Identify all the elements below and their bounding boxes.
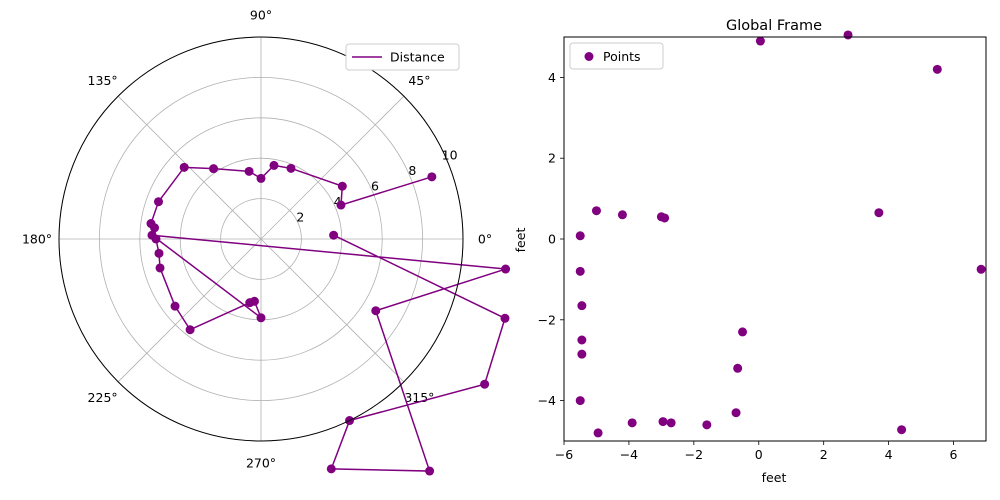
scatter-legend-label: Points <box>603 49 641 64</box>
polar-r-tick-label: 8 <box>408 163 416 178</box>
polar-data-point <box>501 264 511 274</box>
polar-data-point <box>209 164 219 174</box>
scatter-data-point <box>738 327 748 337</box>
polar-theta-tick-label: 135° <box>88 73 118 88</box>
scatter-y-tick-label: −2 <box>538 312 556 327</box>
scatter-legend-marker <box>584 52 594 61</box>
scatter-data-point <box>575 231 585 241</box>
polar-r-tick-label: 2 <box>296 210 304 225</box>
polar-data-point <box>427 172 437 182</box>
polar-data-point <box>153 197 163 207</box>
polar-grid-spoke <box>260 238 405 383</box>
scatter-x-tick-label: 4 <box>885 447 893 462</box>
scatter-x-tick-label: 2 <box>820 447 828 462</box>
scatter-data-point <box>658 417 668 427</box>
polar-data-point <box>480 379 490 389</box>
polar-r-tick-labels: 2 4 6 8 10 <box>296 148 457 225</box>
scatter-data-point <box>897 425 907 435</box>
scatter-x-tick-label: −6 <box>555 447 573 462</box>
scatter-data-point <box>702 420 712 430</box>
polar-data-point <box>151 234 161 244</box>
scatter-x-tick-label: 0 <box>755 447 763 462</box>
scatter-y-tick-label: 2 <box>548 151 556 166</box>
scatter-x-label: feet <box>762 470 787 485</box>
polar-data-point <box>269 160 279 170</box>
polar-data-point <box>244 166 254 176</box>
polar-data-point <box>337 181 347 191</box>
polar-data-point <box>146 219 156 229</box>
polar-legend-box <box>345 43 460 71</box>
polar-r-tick-label: 10 <box>442 148 458 163</box>
polar-theta-tick-label: 90° <box>250 8 272 23</box>
scatter-legend-box <box>569 42 664 70</box>
scatter-y-label: feet <box>513 228 528 253</box>
scatter-data-point <box>731 408 741 418</box>
polar-grid-spoke <box>117 238 262 383</box>
polar-chart: 2 4 6 8 10 0° 45° 90° 135° 180° 225° 270° 315° Dist… <box>22 8 511 476</box>
polar-frame <box>58 36 464 442</box>
polar-data-point <box>170 301 180 311</box>
polar-data-point <box>500 313 510 323</box>
scatter-data-point <box>976 264 986 274</box>
polar-r-tick-label: 6 <box>371 179 379 194</box>
scatter-y-tick-label: 0 <box>548 232 556 247</box>
scatter-y-tick-label: 4 <box>548 70 556 85</box>
scatter-x-ticks: −6 −4 −2 0 2 4 6 <box>555 441 958 462</box>
polar-data-point <box>154 248 164 258</box>
scatter-data-point <box>591 206 601 216</box>
polar-theta-tick-label: 180° <box>22 232 52 247</box>
polar-data-point <box>329 230 339 240</box>
polar-theta-tick-label: 315° <box>404 390 434 405</box>
scatter-data-point <box>577 301 587 311</box>
scatter-x-tick-label: −2 <box>685 447 703 462</box>
scatter-data-point <box>843 30 853 40</box>
scatter-x-tick-label: −4 <box>620 447 638 462</box>
polar-theta-tick-labels: 0° 45° 90° 135° 180° 225° 270° 315° <box>22 8 492 471</box>
scatter-data-point <box>575 266 585 276</box>
scatter-data-point <box>755 36 765 46</box>
polar-data-point <box>245 298 255 308</box>
scatter-chart: Global Frame −6 −4 −2 0 2 4 6 −4 −2 0 2 4 feet fee… <box>513 18 987 485</box>
polar-theta-tick-label: 0° <box>478 232 492 247</box>
polar-series-distance <box>146 160 511 476</box>
scatter-y-ticks: −4 −2 0 2 4 <box>538 70 564 408</box>
polar-data-point <box>155 263 165 273</box>
scatter-data-point <box>733 363 743 373</box>
scatter-legend: Points <box>569 42 664 70</box>
polar-data-point <box>286 163 296 173</box>
polar-grid-spoke <box>260 95 405 240</box>
scatter-x-tick-label: 6 <box>950 447 958 462</box>
scatter-data-point <box>617 210 627 220</box>
scatter-data-point <box>666 418 676 428</box>
polar-data-point <box>256 313 266 323</box>
scatter-data-point <box>593 428 603 438</box>
polar-data-point <box>425 466 435 476</box>
scatter-data-point <box>627 418 637 428</box>
polar-theta-tick-label: 45° <box>408 73 430 88</box>
polar-data-point <box>256 173 266 183</box>
scatter-data-point <box>577 335 587 345</box>
scatter-data-point <box>575 396 585 406</box>
polar-data-point <box>185 325 195 335</box>
scatter-data-point <box>932 64 942 74</box>
polar-r-tick-label: 4 <box>334 194 342 209</box>
polar-legend-label: Distance <box>390 50 445 65</box>
polar-data-point <box>371 306 381 316</box>
polar-grid <box>58 36 464 442</box>
scatter-data-point <box>577 349 587 359</box>
polar-legend: Distance <box>345 43 460 71</box>
scatter-title: Global Frame <box>726 18 822 34</box>
scatter-y-tick-label: −4 <box>538 393 556 408</box>
scatter-data-point <box>660 213 670 223</box>
polar-data-point <box>326 464 336 474</box>
polar-data-point <box>179 162 189 172</box>
polar-theta-tick-label: 225° <box>88 390 118 405</box>
polar-data-point <box>336 200 346 210</box>
scatter-data-point <box>874 208 884 218</box>
polar-theta-tick-label: 270° <box>246 456 276 471</box>
